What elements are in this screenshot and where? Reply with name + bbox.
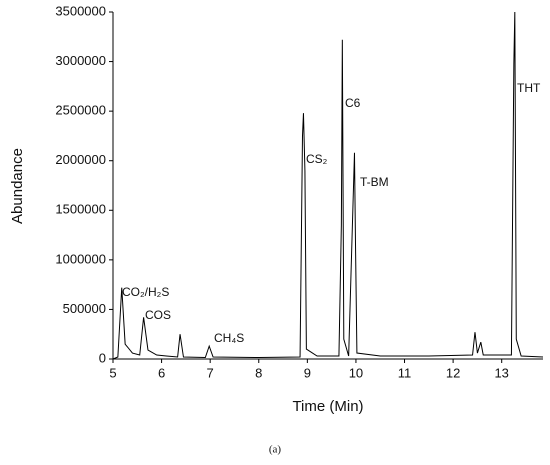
- x-tick-label: 7: [207, 365, 214, 380]
- trace: [112, 11, 544, 360]
- x-tick-label: 12: [446, 365, 460, 380]
- x-tick-label: 8: [255, 365, 262, 380]
- x-tick-label: 11: [398, 365, 412, 380]
- y-tick-label: 3000000: [55, 53, 106, 68]
- peak-label: THT: [517, 81, 541, 95]
- y-axis-label: Abundance: [9, 148, 26, 224]
- y-tick-label: 0: [99, 350, 106, 365]
- peak-label: T-BM: [360, 175, 389, 189]
- x-axis-label: Time (Min): [292, 398, 363, 415]
- x-tick-label: 9: [304, 365, 311, 380]
- peak-label: CS₂: [306, 152, 328, 166]
- y-tick-label: 2000000: [55, 152, 106, 167]
- y-tick-label: 1500000: [55, 202, 106, 217]
- x-tick-label: 6: [158, 365, 165, 380]
- peak-label: COS: [145, 308, 171, 322]
- peak-label: CO₂/H₂S: [122, 285, 169, 299]
- y-tick-label: 2500000: [55, 103, 106, 118]
- y-tick-label: 500000: [63, 301, 106, 316]
- peak-label: C6: [345, 96, 361, 110]
- y-tick-label: 1000000: [55, 251, 106, 266]
- x-tick-label: 5: [109, 365, 116, 380]
- caption: (a): [269, 444, 282, 456]
- peak-label: CH₄S: [214, 331, 244, 345]
- x-tick-label: 13: [494, 365, 508, 380]
- x-tick-label: 10: [349, 365, 363, 380]
- y-tick-label: 3500000: [55, 3, 106, 18]
